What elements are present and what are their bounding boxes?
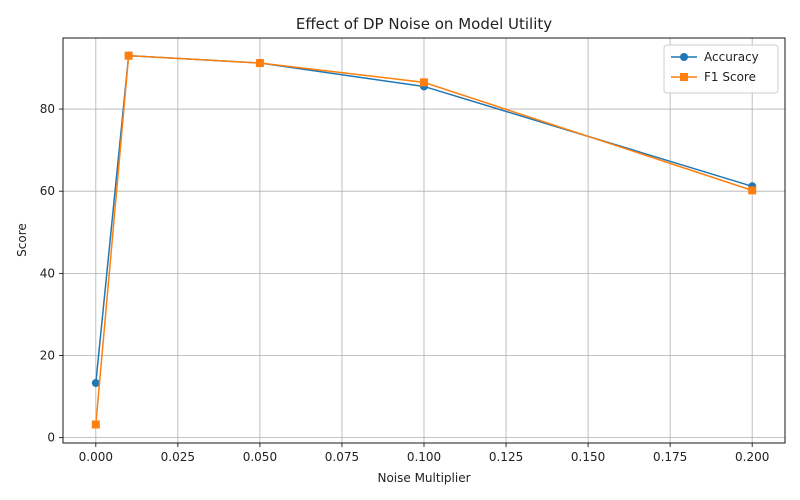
x-tick-label: 0.125 — [489, 450, 523, 464]
y-tick-label: 0 — [47, 431, 55, 445]
x-tick-label: 0.200 — [735, 450, 769, 464]
x-tick-label: 0.175 — [653, 450, 687, 464]
series-layer — [91, 51, 757, 429]
legend-swatch-marker — [680, 73, 688, 81]
legend-swatch-marker — [680, 53, 688, 61]
legend-item-accuracy: Accuracy — [671, 50, 759, 64]
x-tick-label: 0.100 — [407, 450, 441, 464]
legend: Accuracy F1 Score — [663, 44, 779, 94]
y-tick-label: 60 — [40, 184, 55, 198]
x-tick-label: 0.150 — [571, 450, 605, 464]
f1-score-point — [420, 78, 428, 87]
y-axis-ticks: 0 20 40 60 80 — [40, 102, 63, 445]
legend-item-f1-score: F1 Score — [671, 70, 756, 84]
chart-title: Effect of DP Noise on Model Utility — [296, 15, 552, 33]
x-axis-ticks: 0.000 0.025 0.050 0.075 0.100 0.125 0.150 0.175… — [79, 443, 769, 464]
x-tick-label: 0.050 — [243, 450, 277, 464]
legend-label: F1 Score — [704, 70, 756, 84]
x-tick-label: 0.025 — [161, 450, 195, 464]
legend-label: Accuracy — [704, 50, 759, 64]
f1-score-point — [255, 59, 264, 68]
x-tick-label: 0.000 — [79, 450, 113, 464]
y-axis-label: Score — [15, 223, 29, 257]
f1-score-point — [748, 186, 757, 195]
y-tick-label: 40 — [40, 266, 55, 280]
grid — [63, 38, 785, 443]
x-axis-label: Noise Multiplier — [377, 471, 470, 485]
y-tick-label: 80 — [40, 102, 55, 116]
y-tick-label: 20 — [40, 349, 55, 363]
f1-score-point — [91, 420, 100, 429]
series-f1-score — [91, 51, 757, 429]
x-tick-label: 0.075 — [325, 450, 359, 464]
accuracy-point — [91, 379, 100, 388]
f1-score-point — [124, 51, 133, 60]
